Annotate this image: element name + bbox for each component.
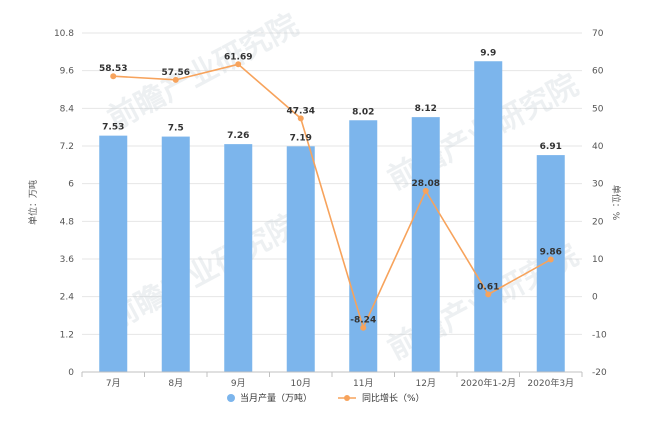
legend-bar-marker [227, 394, 235, 402]
right-tick-label: 0 [592, 293, 598, 303]
bar[interactable] [161, 136, 190, 372]
x-tick-label: 2020年3月 [527, 377, 574, 389]
bar-value-label: 9.9 [480, 48, 496, 58]
legend-bar-label[interactable]: 当月产量（万吨） [240, 392, 312, 404]
x-tick-label: 12月 [416, 378, 436, 389]
growth-line [113, 63, 552, 330]
line-series [110, 61, 554, 331]
right-tick-label: 20 [592, 217, 604, 227]
x-tick-label: 2020年1-2月 [460, 377, 516, 389]
data-labels: 7.53 7.5 7.26 7.19 8.02 8.12 9.9 6.91 58.53 57.56… [99, 48, 562, 325]
left-tick-label: 7.2 [60, 142, 74, 152]
line-value-label: 61.69 [224, 52, 252, 62]
axes: 0 1.2 2.4 3.6 4.8 6 7.2 8.4 9.6 10.8 -20 -10 0 10 20 30… [54, 29, 607, 389]
left-tick-label: 6 [68, 180, 74, 190]
right-tick-label: 10 [592, 255, 604, 265]
x-tick-label: 7月 [106, 378, 121, 389]
legend-line-label[interactable]: 同比增长（%） [362, 392, 425, 404]
right-tick-label: 40 [592, 142, 604, 152]
bar[interactable] [411, 117, 440, 372]
right-tick-label: -20 [592, 368, 607, 378]
left-tick-label: 0 [68, 368, 74, 378]
bar-value-label: 7.5 [168, 124, 184, 134]
left-tick-label: 8.4 [60, 104, 75, 114]
bar[interactable] [536, 155, 565, 372]
x-tick-label: 9月 [231, 378, 246, 389]
line-point[interactable] [172, 76, 179, 83]
line-point[interactable] [422, 187, 429, 194]
bar-value-label: 8.12 [415, 104, 437, 114]
line-value-label: 57.56 [162, 68, 190, 78]
line-value-label: -8.24 [350, 316, 376, 326]
line-point[interactable] [297, 115, 304, 122]
right-tick-label: 60 [592, 67, 604, 77]
x-tick-label: 11月 [353, 378, 373, 389]
line-point[interactable] [235, 61, 242, 68]
left-axis-title: 单位：万吨 [27, 180, 39, 225]
left-tick-label: 9.6 [60, 67, 75, 77]
watermark-text: 前瞻产业研究院 [102, 208, 304, 337]
left-tick-label: 1.2 [60, 330, 74, 340]
bar-value-label: 7.19 [290, 133, 312, 143]
bar[interactable] [224, 144, 253, 372]
right-tick-label: -10 [592, 330, 607, 340]
left-tick-label: 2.4 [60, 293, 75, 303]
line-value-label: 47.34 [287, 106, 315, 116]
right-tick-label: 30 [592, 180, 604, 190]
left-tick-label: 10.8 [54, 29, 74, 39]
bar-value-label: 7.53 [102, 123, 124, 133]
right-tick-label: 70 [592, 29, 604, 39]
line-point[interactable] [110, 73, 117, 80]
left-tick-label: 3.6 [60, 255, 75, 265]
line-value-label: 0.61 [477, 282, 499, 292]
legend[interactable]: 当月产量（万吨） 同比增长（%） [227, 392, 425, 404]
bar[interactable] [349, 120, 378, 372]
bar[interactable] [99, 135, 128, 372]
right-tick-label: 50 [592, 104, 604, 114]
left-tick-label: 4.8 [60, 217, 75, 227]
line-value-label: 28.08 [412, 179, 440, 189]
bar-value-label: 8.02 [352, 107, 374, 117]
line-point[interactable] [485, 291, 492, 298]
x-tick-label: 10月 [291, 378, 311, 389]
x-tick-label: 8月 [168, 378, 183, 389]
bar-value-label: 6.91 [540, 142, 562, 152]
bar-series [99, 61, 565, 372]
line-point[interactable] [360, 324, 367, 331]
line-value-label: 9.86 [540, 248, 562, 258]
line-point[interactable] [547, 256, 554, 263]
bar[interactable] [286, 146, 315, 372]
line-value-label: 58.53 [99, 64, 127, 74]
legend-line-dot [344, 395, 350, 401]
right-axis-title: 单位：% [610, 185, 622, 221]
bar-value-label: 7.26 [227, 131, 249, 141]
bar[interactable] [474, 61, 503, 372]
